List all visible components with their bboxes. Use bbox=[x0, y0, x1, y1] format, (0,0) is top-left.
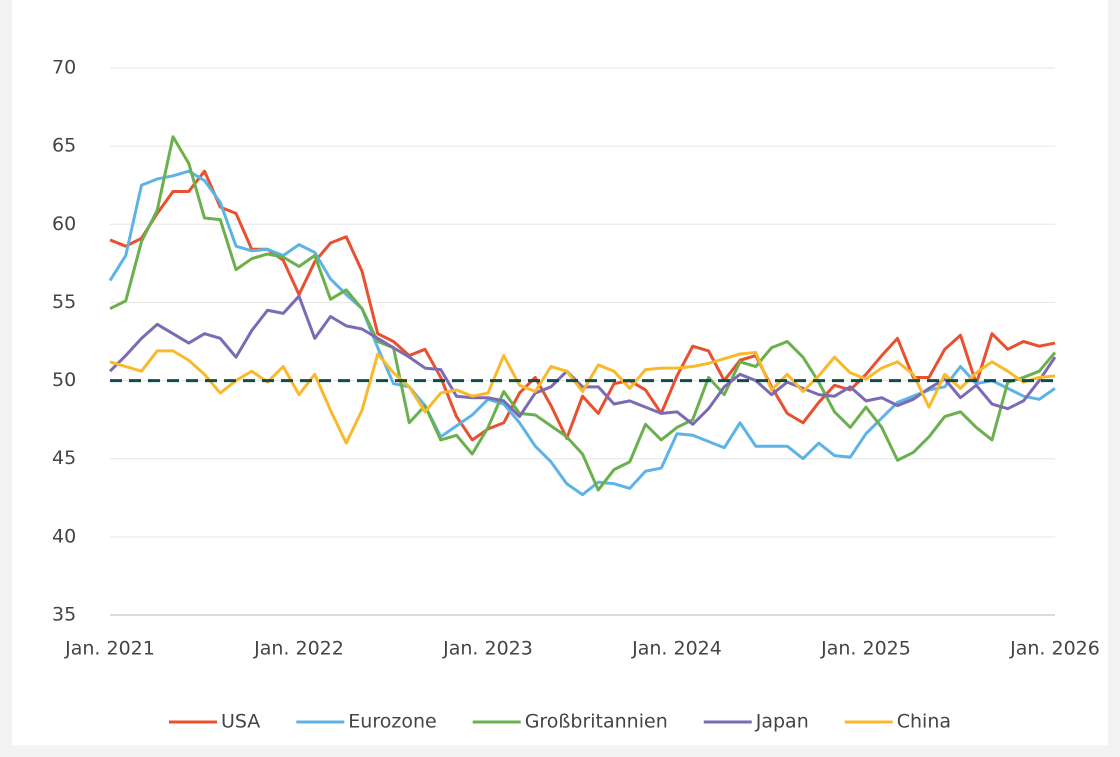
series-line bbox=[109, 349, 1056, 445]
y-tick-label: 70 bbox=[52, 57, 76, 79]
y-tick-label: 55 bbox=[52, 291, 76, 313]
legend-label: USA bbox=[221, 711, 260, 733]
y-tick-label: 35 bbox=[52, 604, 76, 626]
y-tick-label: 60 bbox=[52, 213, 76, 235]
y-tick-label: 50 bbox=[52, 369, 76, 391]
x-tick-label: Jan. 2025 bbox=[820, 638, 911, 660]
x-tick-label: Jan. 2021 bbox=[64, 638, 155, 660]
x-tick-label: Jan. 2022 bbox=[253, 638, 344, 660]
series-line bbox=[108, 294, 1057, 426]
x-tick-label: Jan. 2024 bbox=[631, 638, 722, 660]
legend-label: Großbritannien bbox=[525, 711, 668, 733]
x-tick-label: Jan. 2026 bbox=[1009, 638, 1100, 660]
x-tick-label: Jan. 2023 bbox=[442, 638, 533, 660]
legend-label: Eurozone bbox=[348, 711, 436, 733]
legend-label: China bbox=[897, 711, 951, 733]
chart-background bbox=[12, 0, 1108, 745]
y-tick-label: 45 bbox=[52, 447, 76, 469]
series-line bbox=[109, 135, 1057, 492]
y-tick-label: 65 bbox=[52, 135, 76, 157]
y-tick-label: 40 bbox=[52, 525, 76, 547]
series-line bbox=[108, 169, 1056, 497]
legend-label: Japan bbox=[755, 711, 809, 733]
